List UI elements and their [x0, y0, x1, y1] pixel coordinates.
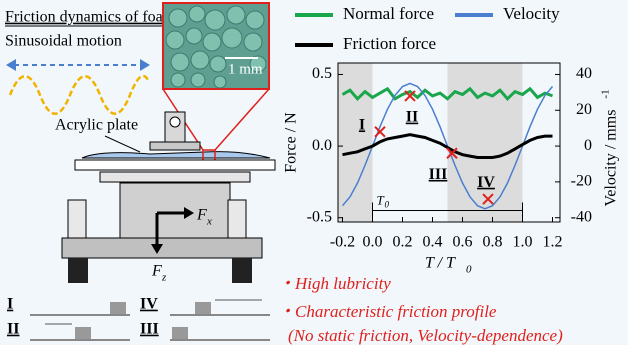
shaded-region — [448, 63, 523, 222]
plate-label: Acrylic plate — [55, 117, 138, 134]
foam — [82, 152, 270, 158]
fx-label: F — [196, 207, 207, 224]
legend-label: Velocity — [503, 4, 560, 23]
x-axis-label: T / T — [425, 255, 456, 272]
x-tick-label: 0.2 — [393, 234, 413, 251]
y-axis-label: Force / N — [283, 112, 300, 173]
foot-left — [68, 258, 88, 283]
x-tick-label: 1.0 — [513, 234, 533, 251]
sensor-knob — [170, 117, 180, 127]
holder — [150, 142, 200, 150]
marker-label: I — [359, 116, 365, 133]
x-tick-label: 0.0 — [363, 234, 383, 251]
probe — [110, 302, 126, 314]
legend-label: Friction force — [343, 34, 436, 53]
y2-tick-label: 40 — [576, 65, 592, 82]
scale-label: 1 mm — [228, 61, 263, 77]
y2-axis-label-sup: -1 — [600, 89, 612, 98]
foot-right — [232, 258, 252, 283]
x-tick-label: 0.4 — [423, 234, 443, 251]
y-tick-label: 0.0 — [312, 137, 332, 154]
y2-tick-label: 20 — [576, 101, 592, 118]
probe — [172, 327, 188, 339]
y2-tick-label: -40 — [571, 208, 592, 225]
figure: Friction dynamics of foam Sinusoidal mot… — [0, 0, 628, 345]
y-tick-label: 0.5 — [312, 65, 332, 82]
y2-tick-label: 0 — [584, 137, 592, 154]
period-label-sub: 0 — [385, 200, 390, 210]
background — [0, 0, 628, 345]
base — [62, 238, 262, 258]
marker-label: III — [429, 166, 448, 183]
motion-label: Sinusoidal motion — [5, 33, 122, 50]
phase-label: II — [7, 321, 19, 338]
x-tick-label: 0.8 — [483, 234, 503, 251]
fz-label: F — [151, 263, 162, 280]
plate — [75, 160, 275, 170]
y-tick-label: -0.5 — [307, 208, 332, 225]
x-tick-label: 0.6 — [453, 234, 473, 251]
x-tick-label: 1.2 — [543, 234, 563, 251]
leg-left — [68, 200, 86, 238]
phase-label: IV — [140, 296, 158, 313]
probe — [75, 327, 91, 339]
fx-sub: x — [206, 216, 212, 228]
phase-label: I — [7, 296, 13, 313]
y2-axis-label: Velocity / mms — [603, 110, 620, 207]
fz-sub: z — [161, 272, 167, 284]
marker-label: II — [406, 109, 418, 126]
y2-tick-label: -20 — [571, 173, 592, 190]
note: ・Characteristic friction profile — [278, 302, 497, 321]
stage — [100, 172, 250, 182]
x-tick-label: -0.2 — [330, 234, 355, 251]
load-cell — [120, 183, 230, 238]
phase-label: III — [140, 321, 159, 338]
period-label: T — [377, 193, 385, 208]
shaded-region — [338, 63, 373, 222]
marker-label: IV — [477, 174, 495, 191]
note: (No static friction, Velocity-dependence… — [288, 326, 563, 345]
note: ・High lubricity — [278, 274, 391, 293]
x-axis-label-sub: 0 — [466, 264, 472, 276]
leg-right — [228, 200, 246, 238]
legend-label: Normal force — [343, 4, 434, 23]
diagram-title: Friction dynamics of foam — [5, 9, 176, 26]
probe — [195, 302, 211, 314]
